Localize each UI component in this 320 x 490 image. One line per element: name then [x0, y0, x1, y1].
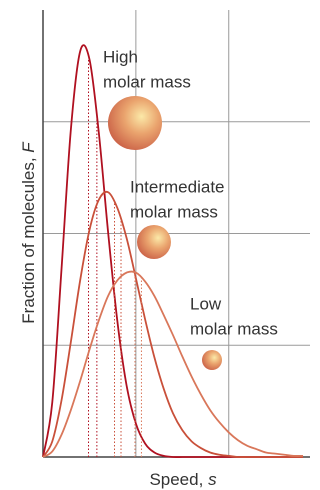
sphere-intermediate	[137, 225, 171, 259]
y-label-text: Fraction of molecules,	[19, 157, 38, 323]
series-label: High	[103, 47, 138, 66]
x-axis-label: Speed, s	[149, 470, 217, 489]
y-label-symbol: F	[19, 141, 38, 153]
sphere-high	[108, 96, 162, 150]
series-label: Intermediate	[130, 177, 225, 196]
series-label: molar mass	[130, 202, 218, 221]
series-line	[43, 272, 303, 457]
series-label: Low	[190, 294, 222, 313]
page: {"chart_data": { "type": "line", "x_labe…	[0, 0, 320, 490]
y-axis-label: Fraction of molecules, F	[19, 141, 38, 324]
chart: Fraction of molecules, F Speed, s High mo…	[0, 0, 310, 490]
x-label-text: Speed,	[149, 470, 203, 489]
plot	[43, 45, 303, 457]
series-label: molar mass	[190, 319, 278, 338]
series-line	[43, 45, 303, 457]
x-label-symbol: s	[208, 470, 217, 489]
series-label: molar mass	[103, 72, 191, 91]
sphere-low	[202, 350, 222, 370]
